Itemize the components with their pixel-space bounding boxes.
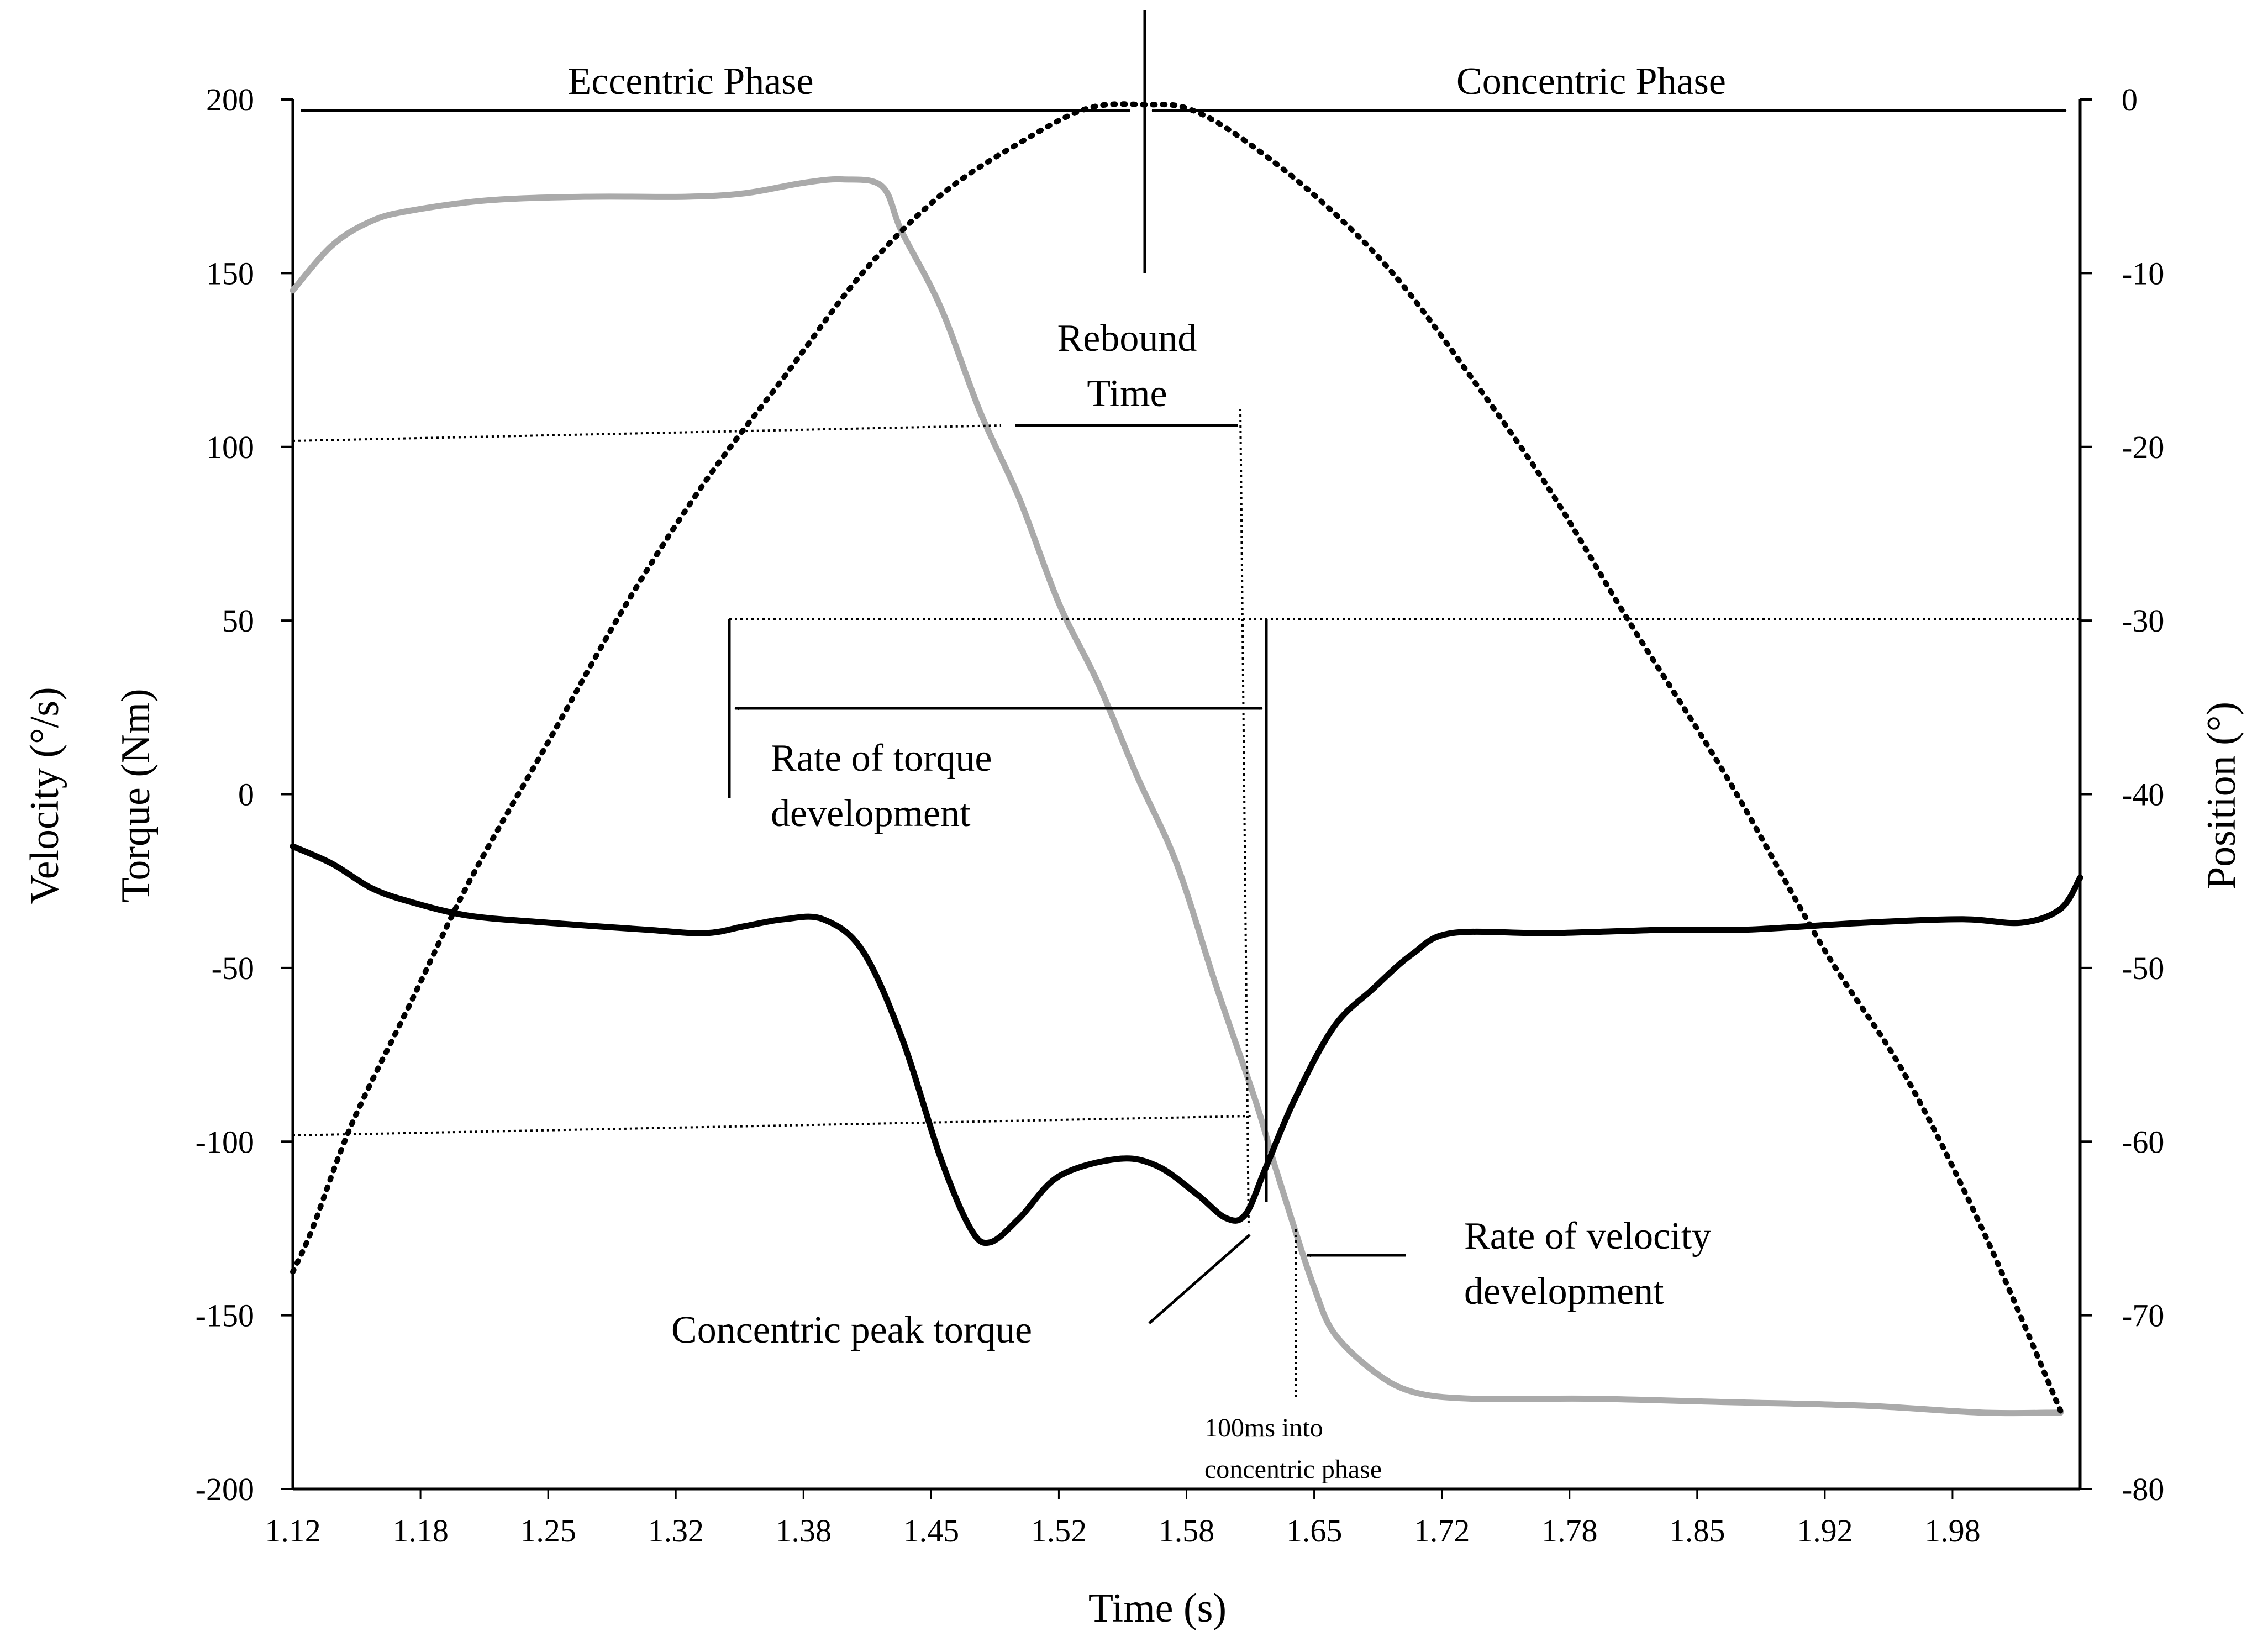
right-tick-label: -30 <box>2122 603 2164 639</box>
right-tick-label: 0 <box>2122 82 2138 118</box>
x-tick-label: 1.65 <box>1286 1513 1343 1549</box>
x-tick-label: 1.98 <box>1924 1513 1981 1549</box>
peak-torque-label: Concentric peak torque <box>671 1309 1032 1351</box>
x-tick-label: 1.38 <box>776 1513 832 1549</box>
100ms-label-line2: concentric phase <box>1204 1455 1382 1484</box>
rebound-time-label-line1: Rebound <box>1057 317 1197 360</box>
x-tick-label: 1.58 <box>1159 1513 1215 1549</box>
x-tick-label: 1.72 <box>1414 1513 1470 1549</box>
rtd-label-line1: Rate of torque <box>771 737 992 780</box>
x-tick-label: 1.18 <box>392 1513 449 1549</box>
y-axis-title-torque: Torque (Nm) <box>113 688 159 902</box>
left-tick-label: -200 <box>196 1471 254 1507</box>
x-tick-label: 1.12 <box>265 1513 321 1549</box>
right-tick-label: -80 <box>2122 1471 2164 1507</box>
x-tick-label: 1.85 <box>1669 1513 1725 1549</box>
rebound-time-end-line <box>1239 408 1250 1227</box>
right-tick-label: -50 <box>2122 950 2164 986</box>
x-tick-label: 1.92 <box>1797 1513 1853 1549</box>
x-tick-label: 1.45 <box>903 1513 960 1549</box>
right-tick-labels: 0 -10 -20 -30 -40 -50 -60 -70 -80 <box>2080 82 2164 1507</box>
left-tick-label: 100 <box>206 429 254 465</box>
x-tick-labels: 1.12 1.18 1.25 1.32 1.38 1.45 1.52 1.58 1.65 1.72… <box>265 1489 1981 1549</box>
left-tick-label: 50 <box>222 603 254 639</box>
rebound-time-label-line2: Time <box>1087 372 1167 415</box>
left-tick-label: 0 <box>238 777 254 813</box>
left-tick-label: -50 <box>212 950 254 986</box>
rvd-label-line2: development <box>1464 1270 1664 1313</box>
series-torque-line <box>290 843 2083 1246</box>
x-tick-label: 1.78 <box>1541 1513 1598 1549</box>
y-axis-title-position: Position (°) <box>2199 702 2244 890</box>
x-tick-label: 1.52 <box>1031 1513 1087 1549</box>
right-tick-label: -10 <box>2122 255 2164 291</box>
left-tick-labels: 200 150 100 50 0 -50 -100 -150 -200 <box>196 82 293 1507</box>
right-tick-label: -70 <box>2122 1298 2164 1334</box>
right-tick-label: -60 <box>2122 1124 2164 1160</box>
concentric-phase-label: Concentric Phase <box>1456 60 1726 103</box>
series-position-line <box>290 101 2064 1414</box>
x-axis-title: Time (s) <box>1088 1586 1227 1631</box>
100ms-label-line1: 100ms into <box>1204 1413 1323 1443</box>
rvd-reference-line <box>292 1115 1252 1136</box>
left-tick-label: -150 <box>196 1298 254 1334</box>
peak-torque-arrow <box>1148 1234 1251 1324</box>
left-tick-label: 200 <box>206 82 254 118</box>
left-tick-label: 150 <box>206 255 254 291</box>
rebound-reference-line <box>292 424 1002 442</box>
x-tick-label: 1.25 <box>520 1513 576 1549</box>
right-tick-label: -40 <box>2122 777 2164 813</box>
x-tick-label: 1.32 <box>648 1513 704 1549</box>
left-tick-label: -100 <box>196 1124 254 1160</box>
right-tick-label: -20 <box>2122 429 2164 465</box>
y-axis-title-velocity: Velocity (°/s) <box>22 687 67 904</box>
eccentric-phase-label: Eccentric Phase <box>567 60 813 103</box>
rtd-label-line2: development <box>771 792 971 835</box>
series-velocity-line <box>290 176 2064 1417</box>
rvd-label-line1: Rate of velocity <box>1464 1215 1711 1257</box>
